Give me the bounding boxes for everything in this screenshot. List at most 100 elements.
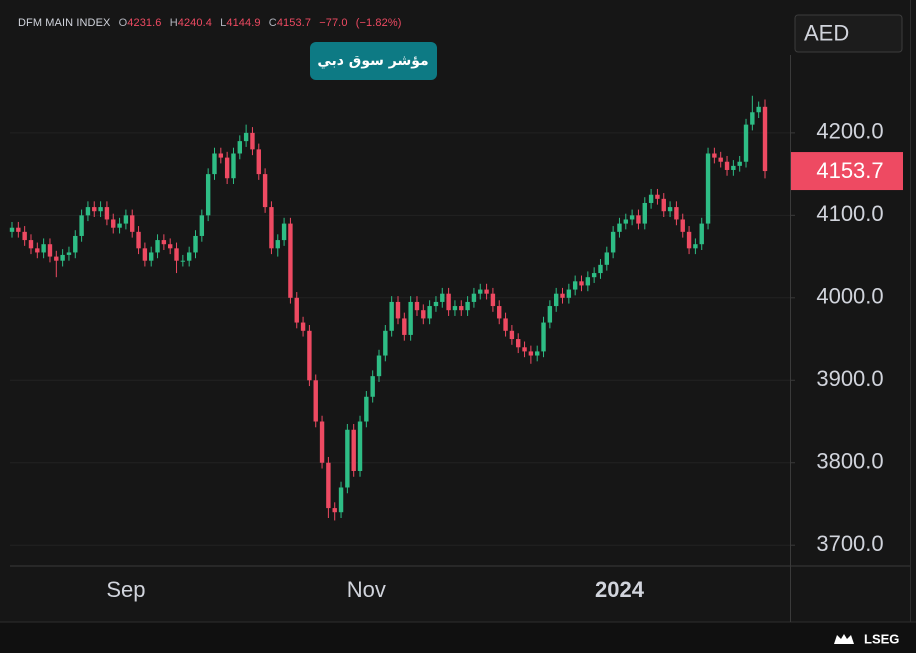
candle-body [41, 244, 46, 253]
candle-body [750, 112, 755, 125]
candle-body [610, 231, 616, 253]
candle-body [636, 215, 641, 224]
candle-body [699, 223, 704, 245]
candle-body [149, 252, 154, 261]
candle-body [509, 330, 515, 340]
brand: LSEG [864, 631, 899, 646]
annotation-badge [310, 42, 437, 80]
x-tick-label: Sep [106, 577, 145, 602]
candle-body [402, 318, 407, 335]
annotation: مؤشر سوق دبي [317, 53, 428, 69]
footer [0, 622, 916, 653]
candle-body [604, 252, 610, 265]
candle-body [35, 248, 40, 253]
candle-body [661, 198, 666, 212]
candle-body [446, 293, 451, 311]
candle-body [205, 174, 211, 216]
candle-body [98, 207, 103, 212]
candle-body [743, 124, 749, 162]
y-tick-label: 4200.0 [816, 119, 883, 144]
y-tick-label: 4000.0 [816, 284, 883, 309]
candle-body [459, 306, 464, 311]
candle-body [300, 322, 306, 331]
currency-box[interactable] [794, 14, 903, 53]
candle-body [560, 293, 565, 298]
candle-body [199, 215, 205, 236]
ohlc-label: L [220, 17, 227, 29]
candle-body [762, 106, 768, 172]
candle-body [9, 227, 15, 232]
last-price-label: 4153.7 [816, 158, 883, 183]
candle-body [47, 244, 53, 257]
candle-body [54, 256, 59, 261]
candle-body [591, 273, 597, 278]
candle-body [667, 207, 673, 212]
candles [9, 95, 768, 521]
candle-body [370, 376, 375, 397]
candle-body [579, 281, 584, 286]
candle-body [294, 297, 299, 323]
candle-body [193, 235, 198, 253]
candle-body [73, 235, 78, 253]
candle-body [212, 153, 217, 175]
ohlc-value: 4231.6 [127, 17, 162, 29]
candle-body [414, 301, 420, 311]
candle-body [642, 202, 647, 224]
ohlc-label: H [169, 17, 178, 29]
candle-body [351, 429, 356, 471]
candle-body [383, 330, 388, 356]
candle-body [408, 301, 413, 335]
candle-body [136, 231, 141, 249]
candle-body [174, 248, 179, 261]
candle-body [85, 207, 91, 216]
candle-body [541, 322, 546, 352]
candle-body [307, 330, 312, 381]
candle-body [281, 223, 287, 241]
candle-body [364, 396, 369, 422]
candle-body [465, 301, 470, 311]
candle-body [256, 149, 261, 175]
ohlc-value: 4240.4 [177, 17, 212, 29]
candle-body [142, 248, 148, 261]
ohlc-value: 4144.9 [226, 17, 261, 29]
candle-body [598, 264, 603, 274]
legend: DFM MAIN INDEX O4231.6 H4240.4 L4144.9 C… [18, 17, 401, 29]
candle-body [686, 231, 692, 249]
candle-body [22, 231, 27, 241]
candle-body [60, 254, 65, 261]
candle-body [497, 306, 502, 319]
candle-body [250, 132, 255, 150]
candle-body [452, 306, 458, 311]
candle-body [693, 244, 698, 249]
candle-body [275, 240, 280, 249]
candle-body [421, 310, 426, 319]
ohlc-label: O [118, 17, 128, 29]
candle-body [161, 240, 167, 245]
candle-body [648, 194, 654, 203]
y-tick-label: 3900.0 [816, 366, 883, 391]
brand-logo [834, 634, 854, 644]
candle-body [623, 219, 628, 224]
candle-body [180, 260, 186, 262]
candle-body [319, 421, 325, 463]
candle-body [478, 289, 483, 294]
candle-body [484, 289, 489, 294]
candle-body [155, 240, 160, 253]
candle-body [680, 219, 685, 232]
candle-body [553, 293, 559, 307]
ohlc-label: C [268, 17, 277, 29]
candle-body [674, 207, 679, 220]
candle-body [433, 301, 439, 307]
candle-body [130, 215, 135, 232]
candle-body [535, 351, 540, 356]
candle-body [104, 207, 110, 220]
candle-body [345, 429, 350, 488]
change: −77.0 [319, 17, 348, 29]
candle-body [338, 487, 344, 513]
candle-body [123, 215, 129, 224]
candle-body [111, 219, 116, 228]
candle-body [186, 252, 192, 261]
candle-body [516, 339, 521, 348]
